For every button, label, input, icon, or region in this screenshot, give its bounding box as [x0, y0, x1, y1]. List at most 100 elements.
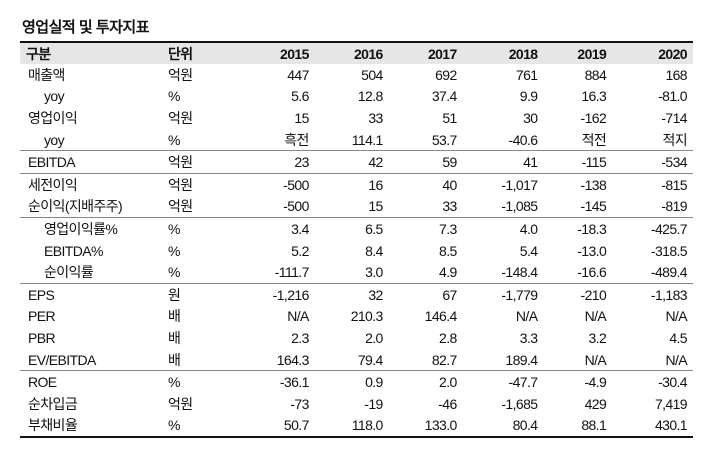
value-cell: -1,216 [272, 286, 310, 303]
value-cell: -815 [661, 176, 687, 193]
table-row: ROE% -36.1 0.9 2.0 -47.7 -4.9 -30.4 [20, 371, 693, 393]
value-cell: 3.4 [291, 220, 309, 237]
value-cell: -36.1 [279, 374, 310, 391]
table-row: 매출액 억원 447 504 692 761 884 168 [20, 64, 693, 86]
value-cell: N/A [665, 351, 687, 368]
row-unit: 억원 [168, 198, 193, 215]
value-cell: -162 [580, 109, 607, 126]
value-cell: 23 [294, 154, 309, 171]
value-cell: N/A [665, 308, 687, 325]
value-cell: -19 [364, 395, 383, 412]
value-cell: 692 [435, 66, 457, 83]
row-label: 매출액 [28, 66, 65, 83]
value-cell: -318.5 [650, 242, 688, 259]
row-label: yoy [44, 131, 65, 148]
value-cell: -1,685 [501, 395, 538, 412]
row-label: 세전이익 [28, 176, 78, 193]
row-label: 부채비율 [28, 417, 78, 434]
value-cell: 164.3 [276, 351, 310, 368]
value-cell: 59 [442, 154, 457, 171]
value-cell: 82.7 [431, 351, 457, 368]
value-cell: 2.0 [365, 329, 383, 346]
value-cell: 79.4 [357, 351, 383, 368]
row-label: EBITDA% [44, 242, 103, 259]
value-cell: 6.5 [365, 220, 383, 237]
value-cell: -81.0 [658, 88, 688, 105]
row-label: ROE [28, 374, 57, 391]
table-row: 영업이익률%% 3.4 6.5 7.3 4.0 -18.3 -425.7 [20, 218, 693, 240]
row-label: 순이익(지배주주) [28, 198, 123, 215]
row-unit: 배 [168, 329, 181, 346]
value-cell: 41 [523, 154, 538, 171]
row-unit: 억원 [168, 109, 193, 126]
value-cell: -18.3 [577, 220, 607, 237]
value-cell: 4.5 [669, 329, 687, 346]
row-group: 매출액 억원 447 504 692 761 884 168 yoy% 5.6 12.8 37.4 9.… [20, 64, 693, 151]
table-row: EBITDA%% 5.2 8.4 8.5 5.4 -13.0 -318.5 [20, 240, 693, 262]
table-row: 세전이익 억원 -500 16 40 -1,017 -138 -815 [20, 173, 693, 195]
row-unit: % [168, 242, 180, 259]
table-row: 부채비율% 50.7 118.0 133.0 80.4 88.1 430.1 [20, 415, 693, 438]
value-cell: 8.4 [365, 242, 383, 259]
row-label: PBR [28, 329, 56, 346]
value-cell: -115 [581, 154, 607, 171]
value-cell: N/A [287, 308, 309, 325]
value-cell: 4.9 [439, 264, 457, 281]
row-unit: 억원 [168, 154, 193, 171]
table-row: EV/EBITDA 배 164.3 79.4 82.7 189.4 N/A N/A [20, 349, 693, 371]
value-cell: -500 [283, 176, 309, 193]
value-cell: 2.8 [439, 329, 457, 346]
value-cell: 7,419 [654, 395, 688, 412]
value-cell: 37.4 [431, 88, 457, 105]
row-unit: 배 [168, 351, 181, 368]
value-cell: -16.6 [577, 264, 607, 281]
row-group: 세전이익 억원 -500 16 40 -1,017 -138 -815 순이익(지배주주) 억원 -… [20, 173, 693, 217]
header-year: 2018 [508, 45, 538, 62]
row-group: EPS 원 -1,216 32 67 -1,779 -210 -1,183 PER 배 N/A 210… [20, 283, 693, 370]
header-unit: 단위 [168, 45, 193, 62]
value-cell: -1,017 [501, 176, 538, 193]
value-cell: 5.4 [519, 242, 538, 259]
row-unit: % [168, 131, 180, 148]
row-unit: 억원 [168, 176, 193, 193]
value-cell: -1,183 [650, 286, 688, 303]
value-cell: 761 [515, 66, 538, 83]
row-label: EPS [28, 286, 55, 303]
value-cell: 3.0 [365, 264, 383, 281]
header-year: 2016 [353, 45, 383, 62]
value-cell: 447 [287, 66, 309, 83]
value-cell: 16.3 [581, 88, 607, 105]
value-cell: -40.6 [508, 131, 539, 148]
value-cell: 133.0 [424, 417, 458, 434]
value-cell: 33 [442, 198, 457, 215]
value-cell: 5.6 [291, 88, 309, 105]
value-cell: 884 [584, 66, 607, 83]
value-cell: 51 [442, 109, 457, 126]
value-cell: 15 [294, 109, 309, 126]
value-cell: -534 [661, 154, 687, 171]
table-row: 순이익(지배주주) 억원 -500 15 33 -1,085 -145 -819 [20, 196, 693, 218]
value-cell: -148.4 [501, 264, 538, 281]
value-cell: -138 [580, 176, 607, 193]
value-cell: N/A [515, 308, 538, 325]
value-cell: N/A [584, 308, 607, 325]
value-cell: 50.7 [283, 417, 309, 434]
row-unit: 원 [168, 286, 181, 303]
value-cell: 114.1 [351, 131, 384, 148]
value-cell: 88.1 [581, 417, 607, 434]
header-year: 2020 [658, 45, 687, 62]
value-cell: 168 [665, 66, 687, 83]
value-cell: -111.7 [274, 264, 310, 281]
value-cell: 흑전 [284, 131, 309, 148]
value-cell: 210.3 [350, 308, 384, 325]
table-row: EPS 원 -1,216 32 67 -1,779 -210 -1,183 [20, 283, 693, 305]
value-cell: -145 [580, 198, 607, 215]
value-cell: 40 [442, 176, 457, 193]
table-row: EBITDA 억원 23 42 59 41 -115 -534 [20, 151, 693, 174]
value-cell: -30.4 [658, 374, 688, 391]
table-row: 영업이익 억원 15 33 51 30 -162 -714 [20, 107, 693, 129]
header-year: 2017 [427, 45, 457, 62]
row-unit: 억원 [168, 395, 193, 412]
table-row: yoy% 5.6 12.8 37.4 9.9 16.3 -81.0 [20, 86, 693, 108]
value-cell: -13.0 [577, 242, 607, 259]
